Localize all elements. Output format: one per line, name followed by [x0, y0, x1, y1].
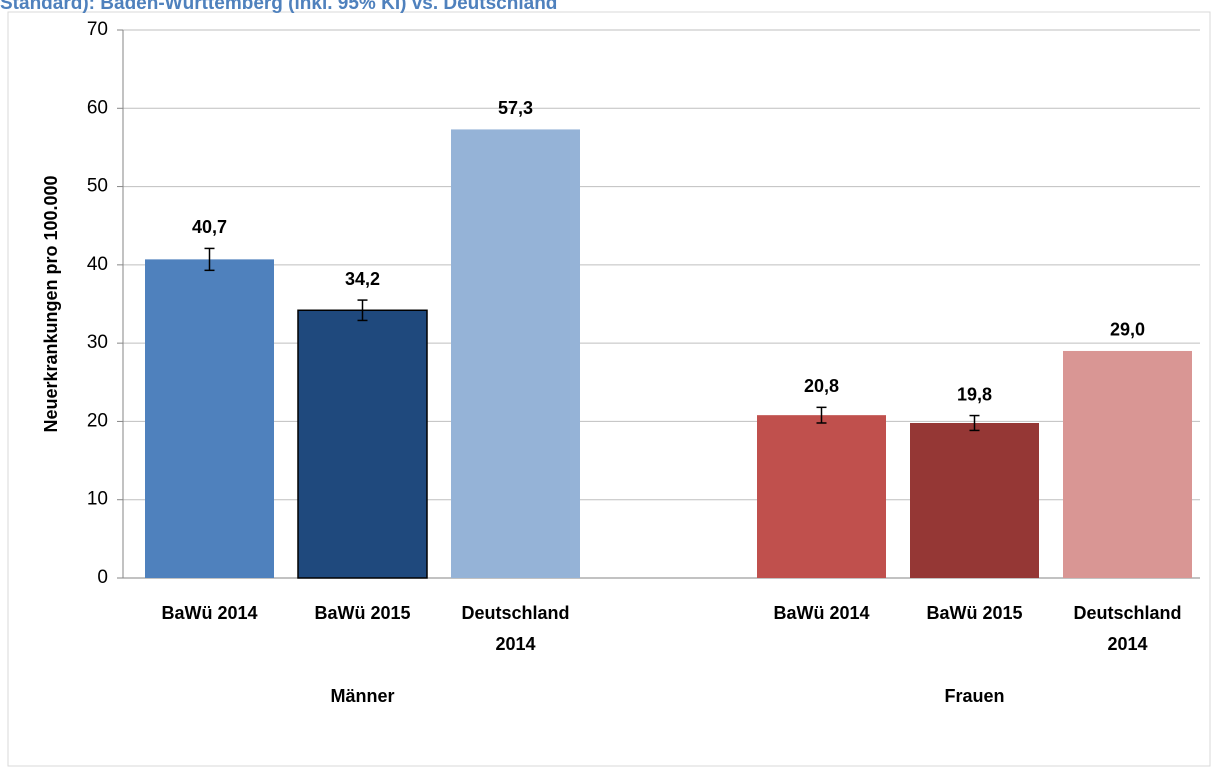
y-tick-label: 60	[87, 97, 108, 118]
data-label: 40,7	[192, 217, 227, 237]
x-tick-label: BaWü 2014	[773, 603, 870, 623]
bar	[910, 422, 1039, 578]
bar	[297, 309, 428, 579]
group-label: Frauen	[944, 686, 1004, 706]
bar	[145, 259, 274, 578]
data-label: 34,2	[345, 269, 380, 289]
group-label: Männer	[330, 686, 394, 706]
x-tick-label: BaWü 2014	[161, 603, 258, 623]
bar	[757, 415, 886, 578]
chart-title: Standard): Baden-Württemberg (inkl. 95% …	[0, 0, 557, 14]
data-label: 19,8	[957, 384, 992, 404]
y-tick-label: 20	[87, 410, 108, 431]
data-label: 57,3	[498, 98, 533, 118]
y-tick-label: 40	[87, 254, 108, 275]
x-tick-label: BaWü 2015	[314, 603, 411, 623]
y-tick-label: 30	[87, 332, 108, 353]
y-axis-label: Neuerkrankungen pro 100.000	[41, 175, 61, 432]
y-tick-label: 70	[87, 19, 108, 40]
chart-frame	[7, 11, 1211, 767]
y-tick-label: 10	[87, 489, 108, 510]
x-tick-label: BaWü 2015	[926, 603, 1023, 623]
x-tick-label: Deutschland 2014	[461, 603, 570, 654]
data-label: 29,0	[1110, 320, 1145, 340]
x-tick-label: Deutschland 2014	[1073, 603, 1182, 654]
bar	[1063, 350, 1192, 578]
y-tick-label: 0	[97, 567, 108, 588]
data-label: 20,8	[804, 376, 839, 396]
y-tick-label: 50	[87, 176, 108, 197]
bar	[451, 129, 580, 578]
